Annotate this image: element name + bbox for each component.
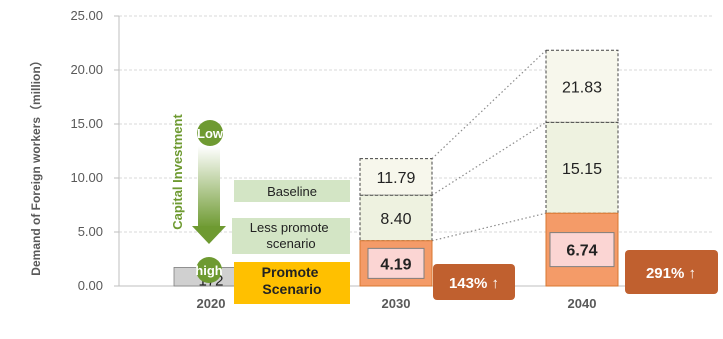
y-axis-label: Demand of Foreign workers（million） xyxy=(28,54,43,275)
less-promote-label: Less promote scenario xyxy=(250,220,332,251)
y-tick-label: 0.00 xyxy=(78,278,103,293)
high-label: high xyxy=(195,263,222,278)
x-tick-label: 2020 xyxy=(197,296,226,311)
y-tick-label: 5.00 xyxy=(78,224,103,239)
y-tick-label: 25.00 xyxy=(70,8,103,23)
bar-baseline-label-2040: 21.83 xyxy=(562,79,602,96)
growth-badge-2040-box xyxy=(625,250,718,294)
bar-promote-label-box-2030 xyxy=(367,247,425,279)
less-promote-label-line2: scenario xyxy=(266,236,315,251)
growth-badge-2040: 291% ↑ xyxy=(625,250,718,294)
connector-line xyxy=(431,212,547,242)
baseline-label: Baseline xyxy=(267,184,317,199)
y-tick-label: 10.00 xyxy=(70,170,103,185)
x-tick-labels: 2020 2030 2040 xyxy=(197,296,597,311)
growth-badge-2030: 143% ↑ xyxy=(433,264,515,300)
low-circle xyxy=(197,120,223,146)
promote-label-box xyxy=(234,262,350,304)
growth-badge-2030-box xyxy=(433,264,515,300)
y-tick-label: 15.00 xyxy=(70,116,103,131)
bar-less-promote-label-2040: 15.15 xyxy=(562,161,602,178)
low-label: Low xyxy=(197,126,224,141)
promote-label-line1: Promote xyxy=(262,264,319,280)
connector-line xyxy=(431,49,547,160)
bar-less-promote-2030 xyxy=(359,194,433,242)
bar-promote-label-2040: 6.74 xyxy=(566,243,597,260)
capital-investment-annotation: Low high Capital Investment xyxy=(170,114,226,283)
promote-label: Promote Scenario xyxy=(262,264,323,297)
y-tick-label: 20.00 xyxy=(70,62,103,77)
growth-badge-2040-text: 291% ↑ xyxy=(646,265,696,282)
bar-less-promote-label-2030: 8.40 xyxy=(380,211,411,228)
bar-baseline-2040 xyxy=(545,49,619,123)
bar-less-promote-2040 xyxy=(545,121,619,214)
growth-badge-2030-text: 143% ↑ xyxy=(449,275,499,292)
capital-investment-title: Capital Investment xyxy=(170,114,185,230)
scenario-labels: Baseline Less promote scenario Promote S… xyxy=(232,180,350,304)
less-promote-label-box xyxy=(232,218,350,254)
connector-lines xyxy=(431,49,547,242)
promote-label-line2: Scenario xyxy=(262,281,321,297)
baseline-label-box xyxy=(234,180,350,202)
bar-promote-label-box-2040 xyxy=(549,232,615,268)
connector-line xyxy=(431,121,547,196)
less-promote-label-line1: Less promote xyxy=(250,220,329,235)
capital-arrow-head xyxy=(192,226,226,244)
y-tick-labels: 0.00 5.00 10.00 15.00 20.00 25.00 xyxy=(70,8,103,293)
x-tick-label: 2040 xyxy=(568,296,597,311)
bar-promote-label-2030: 4.19 xyxy=(380,256,411,273)
bar-baseline-label-2030: 11.79 xyxy=(377,170,416,187)
capital-arrow-shaft xyxy=(198,146,220,228)
high-circle xyxy=(196,257,222,283)
x-tick-label: 2030 xyxy=(382,296,411,311)
bar-baseline-2030 xyxy=(359,158,433,196)
